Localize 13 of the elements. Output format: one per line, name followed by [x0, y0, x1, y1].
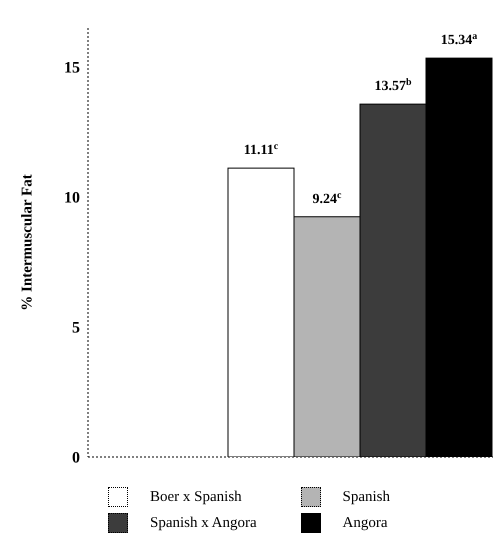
- data-label: 13.57$^{b}$: [374, 76, 412, 94]
- data-label: 11.11$^{c}$: [244, 140, 279, 158]
- y-axis-title: % Intermuscular Fat: [19, 174, 36, 311]
- legend-label: Spanish: [342, 488, 390, 506]
- legend-label: Boer x Spanish: [150, 488, 242, 506]
- y-tick-label: 10: [64, 190, 80, 207]
- y-tick-label: 15: [64, 60, 80, 77]
- data-label: 15.34$^{a}$: [440, 30, 478, 48]
- data-label: 9.24$^{c}$: [312, 189, 342, 207]
- legend-label: Spanish x Angora: [150, 514, 257, 532]
- y-tick-label: 5: [72, 320, 80, 337]
- y-tick-label: 0: [72, 450, 80, 467]
- legend-label: Angora: [342, 514, 388, 532]
